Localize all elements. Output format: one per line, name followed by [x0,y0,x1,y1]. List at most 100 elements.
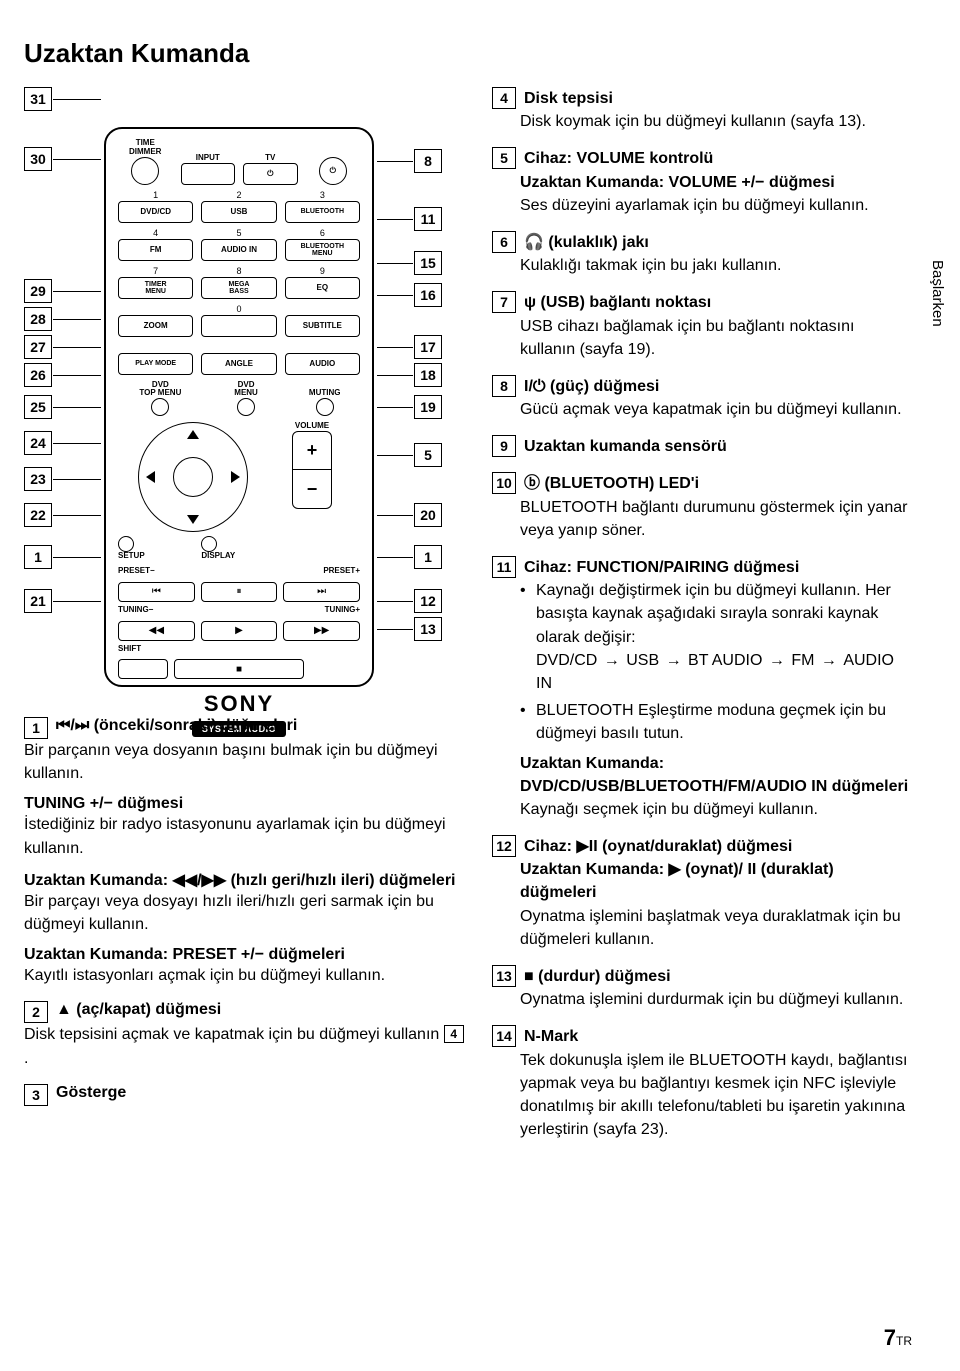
keypad-num [201,343,276,352]
entry-2: 2 ▲ (aç/kapat) düğmesi Disk tepsisini aç… [24,1001,464,1069]
sub1-body: İstediğiniz bir radyo istasyonunu ayarla… [24,813,464,859]
keypad-btn: BLUETOOTH [285,201,360,223]
bullet-11-1: Kaynağı değiştirmek için bu düğmeyi kull… [520,579,912,695]
right-column: 4 Disk tepsisi Disk koymak için bu düğme… [492,87,912,1155]
left-column: 31302928272625242322121 8111516171819520… [24,87,464,1155]
btn-display [201,536,217,552]
keypad-num: 4 [118,229,193,238]
btn-input [181,163,236,185]
volume-rocker: + − [292,431,332,509]
sub3-head: Uzaktan Kumanda: PRESET +/− düğmeleri [24,946,464,964]
idx-1: 1 [24,717,48,739]
btn-dvd-top-menu [151,398,169,416]
callout-box: 31 [24,87,52,111]
btn-time-dimmer [131,157,159,185]
entry-13: 13 ■ (durdur) düğmesi Oynatma işlemini d… [492,965,912,1011]
keypad-num: 0 [201,305,276,314]
keypad-num: 2 [201,191,276,200]
label-tuning-minus: TUNING− [118,606,235,615]
label-shift: SHIFT [118,645,360,654]
keypad-btn: ZOOM [118,315,193,337]
keypad-btn: FM [118,239,193,261]
idx-3: 3 [24,1084,48,1106]
bullet-11-2: BLUETOOTH Eşleştirme moduna geçmek için … [520,699,912,745]
head-6: 🎧 (kulaklık) jakı [524,231,649,254]
callout-box: 13 [414,617,442,641]
btn-rewind: ◀◀ [118,621,195,641]
btn-muting [316,398,334,416]
callout-box: 1 [24,545,52,569]
callout-box: 27 [24,335,52,359]
keypad-btn: TIMER MENU [118,277,193,299]
sub5-body: Ses düzeyini ayarlamak için bu düğmeyi k… [520,194,912,217]
idx-6: 6 [492,231,516,253]
callout-box: 30 [24,147,52,171]
label-input: INPUT [181,154,236,163]
entry-9: 9 Uzaktan kumanda sensörü [492,435,912,458]
head-7: ψ (USB) bağlantı noktası [524,291,711,314]
head-8: I/⏻ (güç) düğmesi [524,375,659,398]
label-volume: VOLUME [292,422,332,431]
callout-box: 5 [414,443,442,467]
page-footer: 7TR [884,1325,912,1351]
head-11: Cihaz: FUNCTION/PAIRING düğmesi [524,556,799,579]
label-setup: SETUP [118,552,193,561]
keypad-num: 9 [285,267,360,276]
keypad-num: 6 [285,229,360,238]
body-13: Oynatma işlemini durdurmak için bu düğme… [492,988,912,1011]
callout-box: 20 [414,503,442,527]
sub3-body: Kayıtlı istasyonları açmak için bu düğme… [24,964,464,987]
page-number: 7 [884,1325,896,1350]
entry-4: 4 Disk tepsisi Disk koymak için bu düğme… [492,87,912,133]
keypad-btn: PLAY MODE [118,353,193,375]
callout-box: 1 [414,545,442,569]
label-muting: MUTING [289,389,360,398]
idx-4: 4 [492,87,516,109]
body-4: Disk koymak için bu düğmeyi kullanın (sa… [492,110,912,133]
sub5-head: Uzaktan Kumanda: VOLUME +/− düğmesi [520,171,912,194]
head-1: ⏮/⏭ (önceki/sonraki) düğmeleri [56,717,297,735]
callout-box: 17 [414,335,442,359]
callout-box: 26 [24,363,52,387]
page-lang: TR [896,1334,912,1348]
callout-box: 21 [24,589,52,613]
idx-8: 8 [492,375,516,397]
btn-power: ⏻ [319,157,347,185]
callout-box: 29 [24,279,52,303]
body-8: Gücü açmak veya kapatmak için bu düğmeyi… [492,398,912,421]
head-10: ⓑ (BLUETOOTH) LED'i [524,472,699,495]
content-columns: 31302928272625242322121 8111516171819520… [24,87,912,1155]
head-2: ▲ (aç/kapat) düğmesi [56,1001,221,1019]
keypad-btn: EQ [285,277,360,299]
idx-11: 11 [492,556,516,578]
btn-ffwd: ▶▶ [283,621,360,641]
btn-prev-track: ⏮ [118,582,195,602]
keypad-num: 5 [201,229,276,238]
body-14: Tek dokunuşla işlem ile BLUETOOTH kaydı,… [492,1049,912,1142]
btn-next-track: ⏭ [283,582,360,602]
keypad-btn: USB [201,201,276,223]
keypad-num [118,305,193,314]
label-preset-plus: PRESET+ [243,567,360,576]
idx-13: 13 [492,965,516,987]
label-dvd-top-menu: DVD TOP MENU [118,381,203,399]
keypad-num [285,305,360,314]
btn-tv-power: ⏻ [243,163,298,185]
idx-9: 9 [492,435,516,457]
body-1: Bir parçanın veya dosyanın başını bulmak… [24,739,464,785]
entry-1: 1 ⏮/⏭ (önceki/sonraki) düğmeleri Bir par… [24,717,464,987]
entry-3: 3 Gösterge [24,1084,464,1106]
btn-play: ▶ [201,621,278,641]
callout-box: 12 [414,589,442,613]
btn-setup [118,536,134,552]
head-9: Uzaktan kumanda sensörü [524,435,727,458]
sub12-body: Oynatma işlemini başlatmak veya duraklat… [520,905,912,951]
keypad-num: 7 [118,267,193,276]
keypad-btn [201,315,276,337]
keypad-num [118,343,193,352]
keypad-btn: DVD/CD [118,201,193,223]
label-tv: TV [243,154,298,163]
head-14: N-Mark [524,1025,578,1048]
head-12: Cihaz: ▶II (oynat/duraklat) düğmesi [524,835,792,858]
volume-plus: + [293,432,331,470]
